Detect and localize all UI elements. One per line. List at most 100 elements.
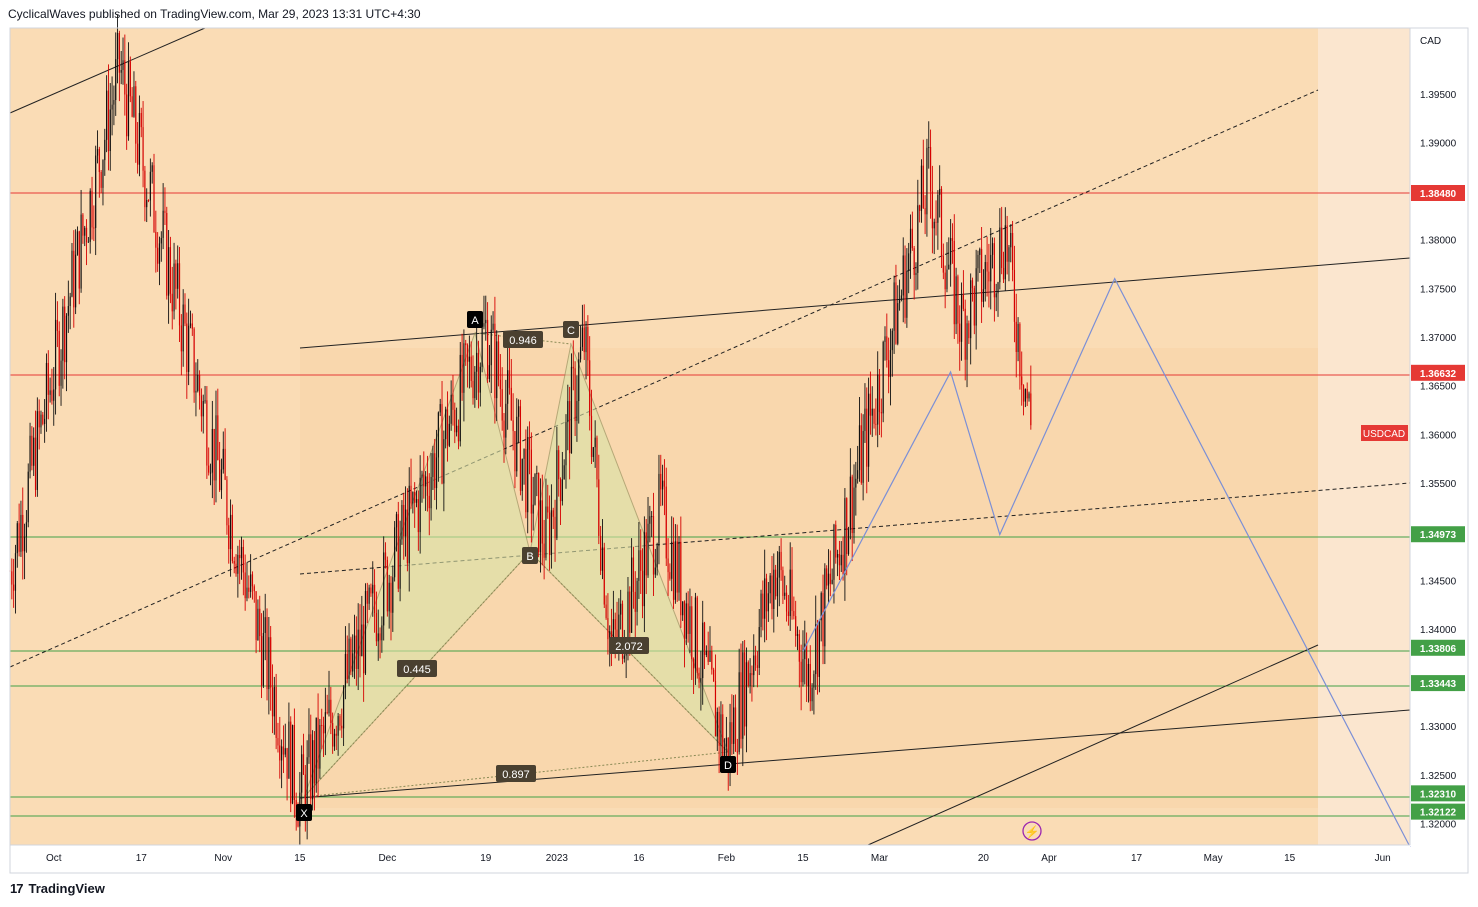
candle-body: [450, 394, 452, 424]
candle-body: [547, 506, 549, 513]
candle-body: [904, 255, 906, 318]
point-a-box: [467, 311, 483, 328]
candle-body: [166, 212, 168, 296]
candle-body: [392, 577, 394, 613]
candle-body: [548, 512, 551, 556]
candle-body: [869, 393, 872, 416]
candle-body: [572, 366, 574, 369]
candle-body: [778, 551, 780, 578]
candle-body: [514, 431, 516, 472]
price-chart[interactable]: X A B C D 0.946 0.445 0.897 2.072 ⚡ CAD …: [0, 0, 1478, 875]
candle-body: [649, 516, 651, 524]
candle-body: [140, 112, 142, 128]
candle-body: [38, 411, 40, 428]
candle-body: [960, 294, 963, 342]
candle-body: [65, 315, 68, 363]
candle-body: [565, 422, 567, 466]
candle-body: [804, 643, 806, 660]
candle-body: [813, 674, 815, 688]
candle-body: [873, 408, 875, 424]
candle-body: [784, 592, 786, 596]
candle-body: [997, 282, 999, 294]
candle-body: [29, 435, 31, 472]
candle-body: [658, 473, 660, 547]
candle-body: [204, 400, 206, 402]
candle-body: [377, 633, 379, 642]
candle-body: [357, 629, 359, 669]
time-axis[interactable]: [10, 845, 1410, 873]
candle-body: [281, 746, 283, 761]
candle-body: [744, 652, 746, 727]
price-tick-5: 1.36500: [1420, 382, 1457, 393]
candle-body: [279, 745, 281, 761]
candle-body: [27, 471, 29, 523]
candle-body: [1026, 388, 1028, 399]
candle-body: [40, 414, 42, 428]
candle-body: [142, 127, 144, 171]
candle-body: [191, 323, 193, 329]
candle-body: [31, 435, 33, 466]
candle-body: [157, 247, 159, 264]
candle-body: [220, 469, 223, 491]
time-tick-10: Mar: [871, 853, 889, 864]
candle-body: [466, 345, 469, 362]
candle-body: [189, 323, 192, 326]
lightning-icon[interactable]: ⚡: [1022, 821, 1042, 841]
candle-body: [175, 263, 177, 289]
candle-body: [213, 428, 215, 481]
candle-body: [384, 552, 387, 560]
candle-body: [824, 568, 826, 647]
candle-body: [798, 634, 800, 662]
candle-body: [259, 608, 261, 637]
level-tag-6: 1.32122: [1420, 808, 1457, 819]
price-axis[interactable]: [1410, 28, 1478, 845]
candle-body: [800, 661, 802, 683]
candle-body: [933, 221, 935, 229]
candle-body: [842, 554, 844, 574]
candle-body: [911, 228, 913, 249]
candle-body: [862, 431, 864, 483]
candle-body: [426, 476, 429, 496]
candle-body: [355, 635, 357, 669]
point-d-label: D: [724, 760, 732, 772]
candle-body: [233, 561, 235, 564]
candle-body: [20, 514, 22, 552]
level-tag-box-5: [1411, 785, 1465, 802]
candle-body: [574, 368, 576, 422]
candle-body: [417, 499, 419, 533]
candle-body: [647, 523, 649, 576]
candle-body: [667, 558, 669, 573]
candle-body: [623, 655, 625, 659]
candle-body: [481, 326, 483, 367]
candle-body: [290, 721, 292, 804]
candle-body: [381, 625, 383, 641]
candle-body: [926, 147, 928, 215]
candle-body: [957, 276, 959, 324]
candle-body: [368, 587, 370, 604]
candle-body: [222, 448, 224, 470]
candle-body: [775, 569, 777, 597]
price-tick-10: 1.33000: [1420, 722, 1457, 733]
ratio-bd-box: [609, 637, 649, 654]
candle-body: [754, 655, 757, 666]
candle-body: [144, 170, 146, 208]
candle-body: [344, 653, 347, 688]
candle-body: [523, 448, 525, 459]
candle-body: [62, 306, 64, 361]
candle-body: [510, 387, 512, 421]
candle-body: [262, 632, 264, 686]
candle-body: [700, 678, 702, 683]
candle-body: [275, 686, 277, 739]
candle-body: [882, 341, 884, 414]
candle-body: [981, 249, 983, 302]
candle-body: [751, 673, 753, 676]
candle-body: [895, 282, 897, 344]
candle-body: [477, 352, 480, 393]
candle-body: [769, 575, 771, 594]
candle-body: [736, 751, 738, 753]
candle-body: [211, 428, 213, 473]
candle-body: [197, 374, 199, 391]
candle-body: [866, 408, 868, 467]
candle-body: [519, 406, 522, 491]
candle-body: [758, 627, 760, 668]
